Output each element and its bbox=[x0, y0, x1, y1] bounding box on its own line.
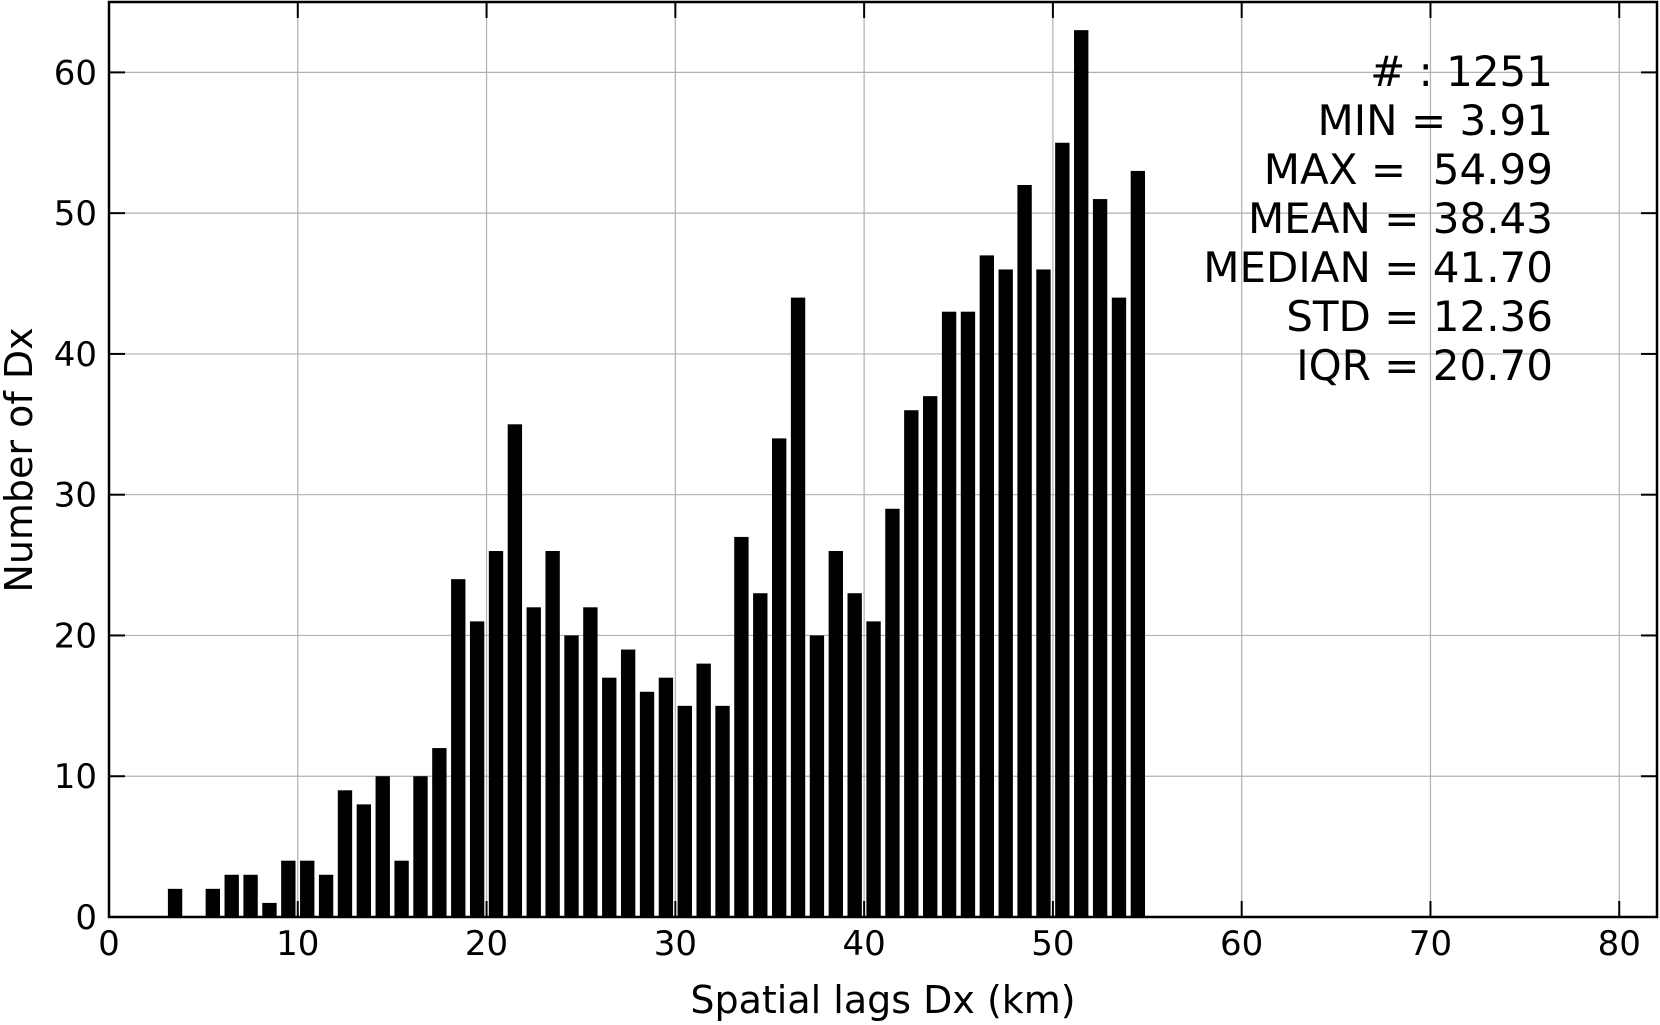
histogram-bar bbox=[904, 410, 919, 917]
histogram-bar bbox=[639, 691, 655, 917]
histogram-bar bbox=[488, 551, 504, 917]
x-tick-label: 60 bbox=[1220, 924, 1263, 964]
y-tick-label: 50 bbox=[54, 194, 97, 234]
histogram-bar bbox=[583, 607, 598, 917]
histogram-bar bbox=[941, 311, 957, 917]
y-tick-label: 30 bbox=[54, 476, 97, 516]
histogram-bar bbox=[356, 804, 372, 917]
histogram-bar bbox=[979, 255, 995, 917]
histogram-bar bbox=[1074, 30, 1089, 917]
histogram-bar bbox=[1055, 142, 1070, 917]
histogram-bar bbox=[677, 705, 692, 917]
histogram-bar bbox=[451, 579, 466, 917]
histogram-bar bbox=[809, 635, 825, 917]
histogram-bar bbox=[432, 748, 447, 917]
grid-lines bbox=[109, 2, 1657, 917]
bar-series bbox=[167, 30, 1146, 918]
histogram-bar bbox=[413, 776, 428, 917]
histogram-bar bbox=[507, 424, 523, 917]
histogram-bar bbox=[847, 593, 862, 917]
histogram-bar bbox=[375, 776, 390, 917]
y-tick-label: 20 bbox=[54, 616, 97, 656]
histogram-bar bbox=[1092, 199, 1108, 918]
histogram-bar bbox=[620, 649, 636, 917]
axis-ticks bbox=[108, 2, 1657, 918]
plot-frame bbox=[107, 0, 1659, 919]
y-tick-labels: 0 10 20 30 40 50 60 bbox=[54, 53, 97, 938]
histogram-bar bbox=[866, 621, 881, 917]
stat-line: MEAN = 38.43 bbox=[1248, 194, 1553, 243]
stat-line: # : 1251 bbox=[1370, 47, 1553, 96]
y-tick-label: 40 bbox=[54, 335, 97, 375]
histogram-bar bbox=[1017, 185, 1032, 917]
histogram-bar bbox=[734, 536, 749, 917]
histogram-bar bbox=[1111, 297, 1127, 918]
x-tick-label: 10 bbox=[276, 924, 319, 964]
stat-line: STD = 12.36 bbox=[1286, 292, 1553, 341]
histogram-bar bbox=[1130, 170, 1146, 917]
histogram-bar bbox=[281, 860, 296, 917]
histogram-bar bbox=[602, 677, 617, 917]
histogram-bar bbox=[658, 677, 674, 917]
y-tick-label: 10 bbox=[54, 757, 97, 797]
histogram-bar bbox=[885, 508, 900, 917]
histogram-bar bbox=[224, 874, 239, 917]
histogram-bar bbox=[998, 269, 1013, 917]
x-tick-label: 40 bbox=[842, 924, 885, 964]
stat-line: IQR = 20.70 bbox=[1296, 341, 1553, 390]
x-tick-label: 50 bbox=[1031, 924, 1074, 964]
x-tick-label: 20 bbox=[465, 924, 508, 964]
histogram-bar bbox=[753, 593, 768, 917]
x-tick-label: 0 bbox=[98, 924, 120, 964]
stat-line: MIN = 3.91 bbox=[1318, 96, 1553, 145]
histogram-bar bbox=[262, 902, 277, 917]
histogram-bar bbox=[828, 551, 843, 917]
x-tick-label: 80 bbox=[1598, 924, 1641, 964]
histogram-bar bbox=[394, 860, 409, 917]
x-axis-label: Spatial lags Dx (km) bbox=[690, 978, 1075, 1022]
y-tick-label: 60 bbox=[54, 53, 97, 93]
histogram-bar bbox=[1036, 269, 1051, 917]
histogram-bar bbox=[243, 874, 258, 917]
stat-line: MAX = 54.99 bbox=[1264, 145, 1553, 194]
histogram-bar bbox=[715, 705, 730, 917]
stat-line: MEDIAN = 41.70 bbox=[1203, 243, 1553, 292]
histogram-bar bbox=[300, 860, 315, 917]
histogram-bar bbox=[545, 551, 560, 917]
y-axis-label: Number of Dx bbox=[0, 327, 41, 592]
histogram-bar bbox=[167, 888, 183, 917]
x-tick-label: 70 bbox=[1409, 924, 1452, 964]
histogram-bar bbox=[205, 888, 221, 917]
histogram-bar bbox=[771, 438, 787, 917]
histogram-bar bbox=[790, 297, 806, 918]
histogram-bar bbox=[564, 635, 579, 917]
histogram-bar bbox=[960, 311, 976, 917]
histogram-bar bbox=[469, 621, 485, 917]
histogram-bar bbox=[526, 607, 541, 917]
y-tick-label: 0 bbox=[75, 898, 97, 938]
x-tick-label: 30 bbox=[654, 924, 697, 964]
histogram-bar bbox=[337, 790, 353, 917]
histogram-bar bbox=[923, 396, 938, 918]
x-tick-labels: 0 10 20 30 40 50 60 70 80 bbox=[98, 924, 1641, 964]
histogram-bar bbox=[318, 874, 334, 917]
histogram-bar bbox=[696, 663, 711, 917]
